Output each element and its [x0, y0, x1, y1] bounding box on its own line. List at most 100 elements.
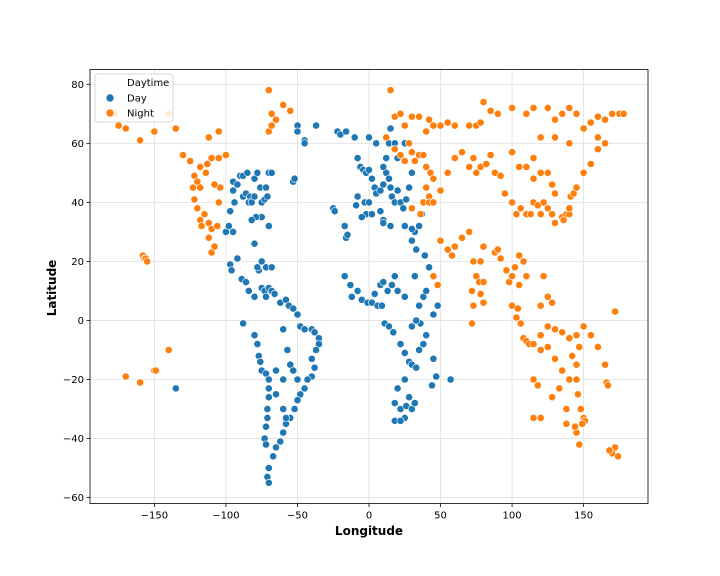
data-point-day	[429, 354, 438, 363]
data-point-day	[293, 310, 302, 319]
data-point-day	[422, 286, 431, 295]
data-point-day	[387, 281, 396, 289]
data-point-night	[496, 254, 505, 263]
x-tick-label: −50	[287, 511, 308, 522]
data-point-night	[468, 319, 476, 328]
data-point-night	[565, 375, 574, 384]
data-point-night	[551, 219, 559, 227]
data-point-night	[476, 257, 485, 266]
data-point-day	[243, 168, 252, 177]
data-point-day	[239, 319, 247, 328]
data-point-day	[396, 416, 405, 425]
data-point-day	[256, 357, 265, 366]
data-point-night	[164, 346, 173, 354]
data-point-day	[350, 133, 359, 142]
data-point-night	[468, 286, 476, 295]
data-point-night	[575, 343, 584, 351]
data-point-night	[594, 145, 602, 154]
data-point-night	[479, 298, 488, 307]
data-point-night	[565, 204, 574, 213]
data-point-day	[293, 396, 302, 405]
data-point-day	[282, 413, 290, 422]
data-point-night	[207, 154, 216, 162]
data-point-day	[230, 198, 239, 207]
data-point-day	[367, 174, 376, 183]
data-point-day	[432, 372, 441, 381]
data-point-night	[472, 168, 481, 177]
data-point-night	[574, 390, 582, 399]
data-point-night	[539, 272, 548, 281]
data-point-night	[522, 272, 531, 281]
data-point-day	[422, 331, 431, 340]
data-point-day	[415, 346, 423, 354]
y-tick-label: 40	[71, 198, 84, 209]
data-point-night	[601, 115, 609, 124]
data-point-night	[213, 222, 222, 230]
data-point-day	[429, 310, 438, 319]
data-point-night	[200, 210, 209, 219]
data-point-night	[405, 139, 413, 148]
data-point-night	[508, 198, 516, 207]
data-point-night	[548, 210, 556, 219]
data-point-day	[293, 127, 302, 136]
data-point-night	[272, 115, 280, 124]
data-point-night	[496, 171, 505, 180]
data-point-night	[436, 121, 445, 130]
data-point-night	[196, 183, 205, 192]
data-point-day	[410, 272, 419, 281]
data-point-night	[562, 419, 571, 428]
data-point-night	[579, 322, 588, 331]
data-point-day	[272, 443, 280, 452]
data-point-night	[425, 115, 433, 124]
data-point-night	[526, 210, 535, 219]
data-point-day	[233, 254, 242, 263]
data-point-night	[576, 405, 585, 413]
data-point-night	[422, 162, 431, 171]
data-point-day	[346, 281, 355, 289]
data-point-night	[279, 101, 288, 109]
data-point-night	[458, 148, 466, 157]
data-point-night	[515, 281, 524, 289]
data-point-day	[393, 384, 402, 393]
data-point-day	[262, 292, 270, 301]
data-point-night	[519, 257, 528, 266]
data-point-day	[367, 210, 376, 219]
data-point-night	[400, 121, 409, 130]
data-point-night	[522, 162, 531, 171]
data-point-night	[151, 366, 160, 375]
data-point-night	[558, 328, 567, 337]
data-point-day	[412, 245, 421, 254]
data-point-night	[565, 334, 574, 343]
data-point-day	[279, 405, 288, 413]
data-point-night	[558, 366, 567, 375]
data-point-day	[244, 286, 253, 295]
data-point-night	[190, 195, 199, 204]
data-point-day	[300, 325, 309, 334]
y-tick-label: 0	[78, 316, 84, 327]
data-point-night	[511, 263, 519, 272]
x-tick-label: 0	[366, 511, 372, 522]
data-point-night	[493, 245, 502, 254]
data-point-night	[479, 98, 488, 106]
data-point-night	[605, 446, 614, 455]
data-point-day	[357, 213, 366, 221]
data-point-day	[264, 384, 273, 393]
data-point-night	[416, 210, 425, 219]
data-point-day	[272, 390, 280, 399]
data-point-day	[267, 263, 276, 272]
data-point-night	[203, 160, 212, 168]
data-point-day	[343, 230, 352, 239]
data-point-day	[283, 346, 292, 354]
data-point-night	[179, 151, 187, 159]
data-point-day	[389, 328, 398, 337]
data-point-day	[386, 124, 395, 133]
data-point-night	[210, 242, 219, 251]
data-point-day	[353, 286, 362, 295]
data-point-night	[594, 112, 602, 121]
data-point-night	[543, 104, 552, 112]
data-point-night	[614, 452, 622, 461]
data-point-night	[390, 145, 399, 154]
data-point-day	[400, 222, 409, 230]
data-point-night	[586, 331, 595, 340]
data-point-day	[365, 133, 373, 142]
